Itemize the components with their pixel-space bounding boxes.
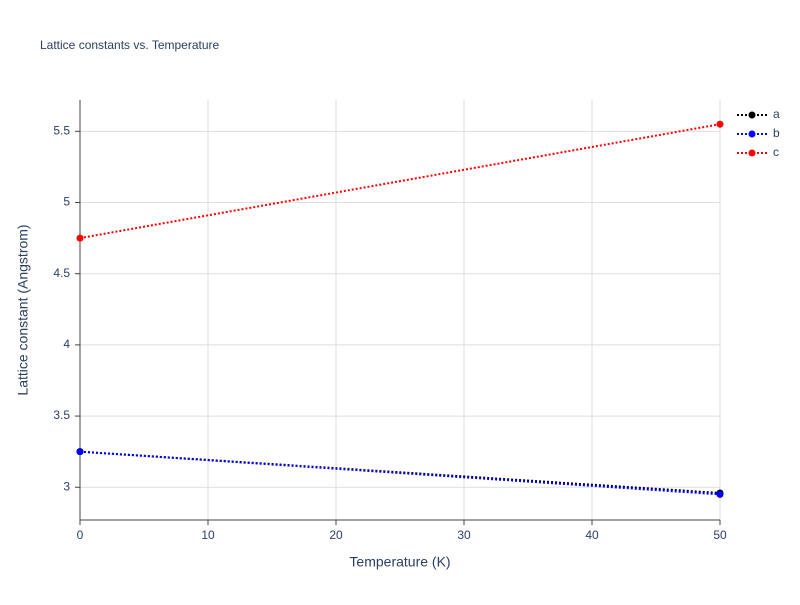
y-tick-label: 5 [63,195,70,209]
legend-marker [748,111,756,119]
y-tick-label: 4 [63,337,70,351]
chart-title: Lattice constants vs. Temperature [40,38,220,52]
legend-marker [748,130,756,138]
y-tick-label: 5.5 [53,123,70,137]
series-line [79,123,721,240]
y-axis-title: Lattice constant (Angstrom) [15,224,31,395]
legend-label: a [773,107,780,121]
x-tick-label: 30 [457,528,471,542]
series-line [79,450,721,496]
x-tick-label: 20 [329,528,343,542]
x-tick-label: 10 [201,528,215,542]
data-point [716,490,724,498]
x-axis-title: Temperature (K) [349,554,450,570]
data-point [76,234,84,242]
y-tick-label: 3.5 [53,408,70,422]
data-point [716,120,724,128]
y-tick-label: 4.5 [53,266,70,280]
x-tick-label: 40 [585,528,599,542]
x-tick-label: 0 [77,528,84,542]
legend-marker [748,149,756,157]
legend-label: c [773,145,779,159]
legend-label: b [773,126,780,140]
x-tick-label: 50 [713,528,727,542]
y-tick-label: 3 [63,479,70,493]
data-point [76,448,84,456]
